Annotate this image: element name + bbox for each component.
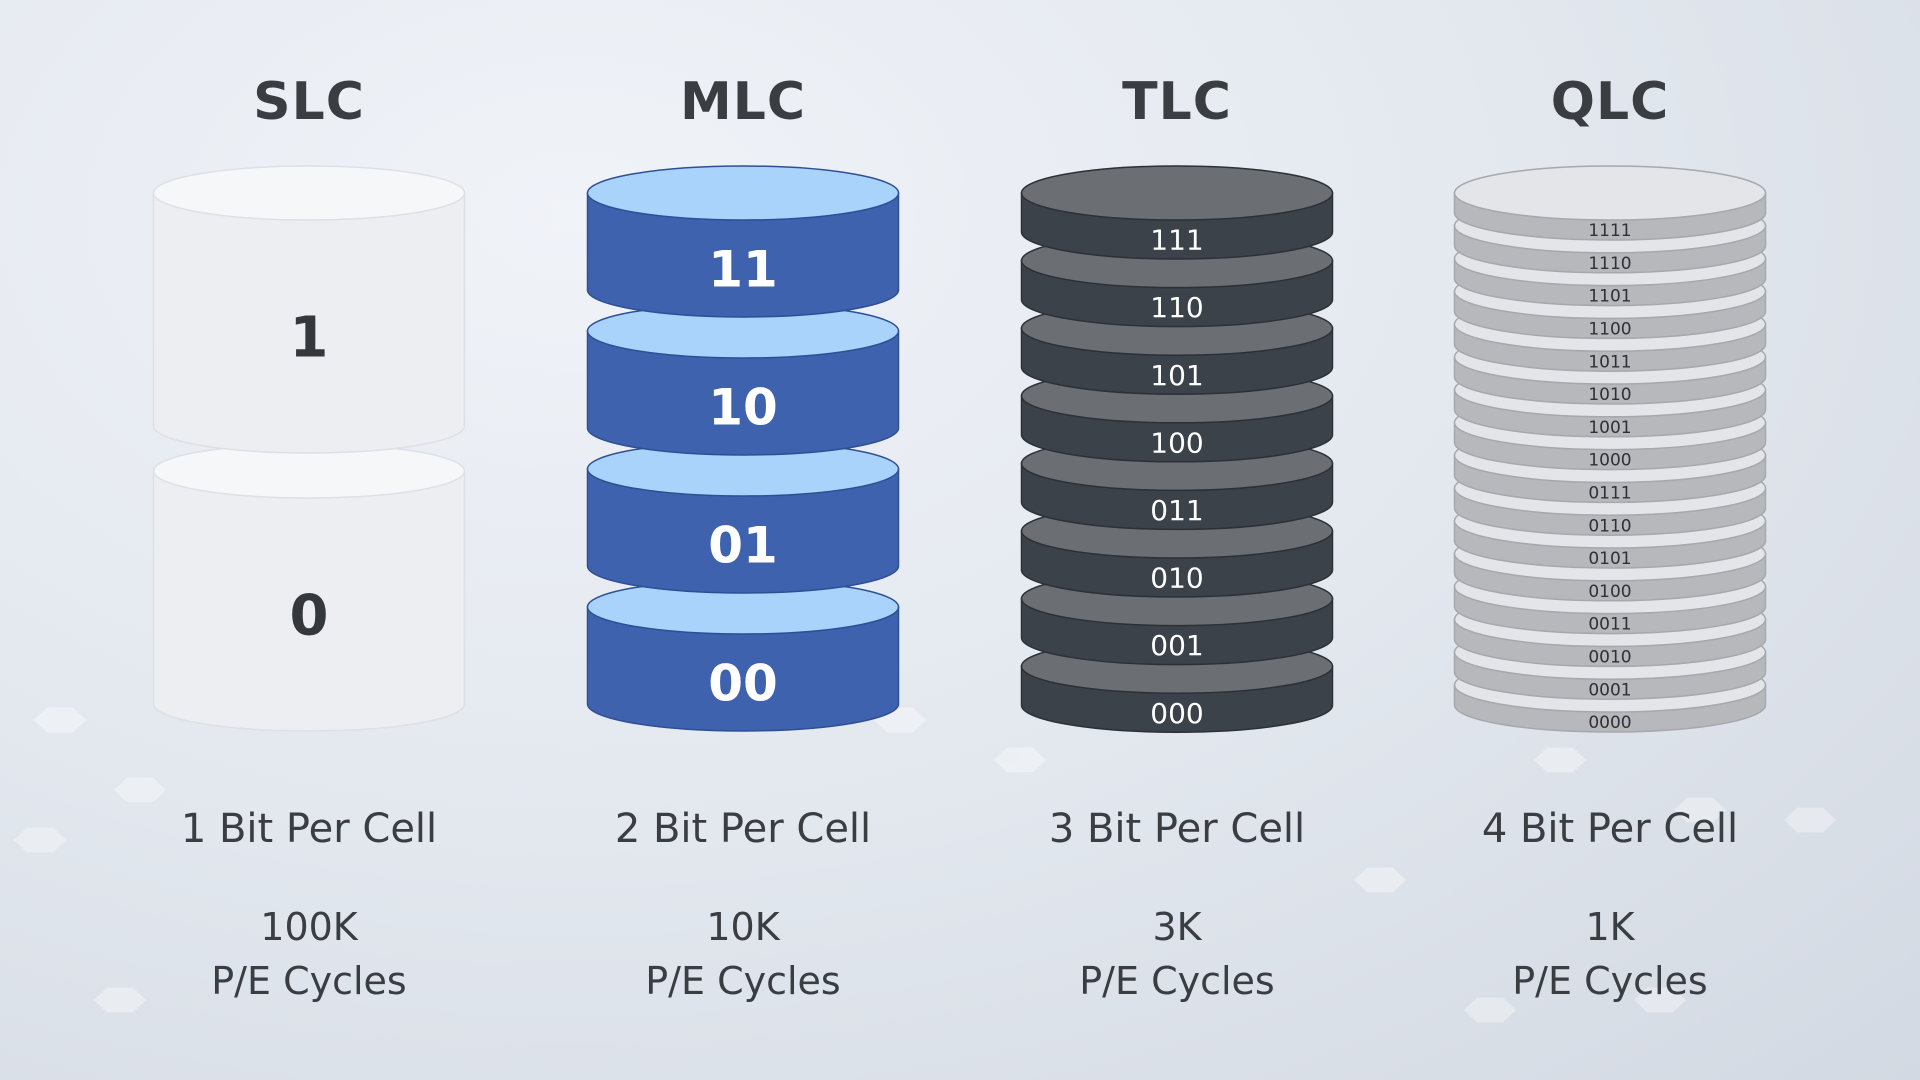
hexagon-decoration xyxy=(34,707,86,733)
cell-type-title: QLC xyxy=(1400,72,1820,132)
disk-layer: 11 xyxy=(586,165,900,318)
bits-per-cell-text: 1 Bit Per Cell xyxy=(180,806,438,852)
disk-side xyxy=(152,470,466,732)
bit-value-label: 1101 xyxy=(1588,287,1631,307)
bit-value-label: 0111 xyxy=(1588,484,1631,504)
disk-side xyxy=(586,468,900,594)
hexagon-decoration xyxy=(1354,867,1406,893)
bit-value-label: 1010 xyxy=(1588,385,1631,405)
bit-value-label: 0010 xyxy=(1588,648,1631,668)
hexagon-decoration xyxy=(1674,797,1726,823)
stack-tlc: 000 001 010 011 100 101 110 111 xyxy=(1020,165,1334,733)
disk-layer: 00 xyxy=(586,579,900,732)
bit-value-label: 01 xyxy=(708,517,778,575)
disk-top xyxy=(586,165,900,221)
cell-type-title: TLC xyxy=(967,72,1387,132)
hexagon-decoration xyxy=(94,987,146,1013)
disk-side xyxy=(586,330,900,456)
title-text: SLC xyxy=(253,72,365,132)
bit-value-label: 0100 xyxy=(1588,582,1631,602)
title-text: QLC xyxy=(1550,72,1670,132)
title-text: TLC xyxy=(1122,72,1232,132)
background-hexagon-pattern xyxy=(14,707,1836,1023)
disk-layer: 111 xyxy=(1020,165,1334,260)
cycles-value: 10K xyxy=(706,905,780,949)
disk-top xyxy=(152,165,466,221)
stack-qlc: 0000 0001 0010 0011 0100 0101 0110 0111 1000 1001… xyxy=(1453,165,1767,733)
hexagon-decoration xyxy=(114,777,166,803)
bit-value-label: 010 xyxy=(1150,562,1203,595)
bits-per-cell-label: 1 Bit Per Cell xyxy=(99,806,519,852)
title-text: MLC xyxy=(679,72,807,132)
cycles-unit: P/E Cycles xyxy=(1079,959,1275,1003)
bit-value-label: 1000 xyxy=(1588,451,1631,471)
bit-value-label: 10 xyxy=(708,379,778,437)
disk-side xyxy=(586,606,900,732)
bit-value-label: 0 xyxy=(290,584,329,649)
bit-value-label: 11 xyxy=(708,241,778,299)
disk-layer: 1111 xyxy=(1453,165,1767,241)
cycles-value: 1K xyxy=(1585,905,1635,949)
hexagon-decoration xyxy=(1634,987,1686,1013)
bit-value-label: 0011 xyxy=(1588,615,1631,635)
bit-value-label: 1100 xyxy=(1588,320,1631,340)
hexagon-decoration xyxy=(1464,997,1516,1023)
bit-value-label: 0110 xyxy=(1588,516,1631,536)
bits-per-cell-text: 3 Bit Per Cell xyxy=(1048,806,1306,852)
cell-type-title: MLC xyxy=(533,72,953,132)
disk-side xyxy=(586,192,900,318)
bits-per-cell-text: 4 Bit Per Cell xyxy=(1481,806,1739,852)
pe-cycles-label: 100K P/E Cycles xyxy=(99,900,519,1008)
bit-value-label: 0101 xyxy=(1588,549,1631,569)
bit-value-label: 110 xyxy=(1150,291,1203,324)
cell-type-title: SLC xyxy=(99,72,519,132)
pe-cycles-label: 10K P/E Cycles xyxy=(533,900,953,1008)
hexagon-decoration xyxy=(994,747,1046,773)
bit-value-label: 1 xyxy=(290,306,329,371)
bit-value-label: 1110 xyxy=(1588,254,1631,274)
hexagon-decoration xyxy=(1534,747,1586,773)
bit-value-label: 1001 xyxy=(1588,418,1631,438)
hexagon-decoration xyxy=(14,827,66,853)
bits-per-cell-label: 3 Bit Per Cell xyxy=(967,806,1387,852)
bit-value-label: 001 xyxy=(1150,629,1203,662)
disk-top xyxy=(1453,165,1767,221)
bits-per-cell-text: 2 Bit Per Cell xyxy=(614,806,872,852)
bits-per-cell-label: 4 Bit Per Cell xyxy=(1400,806,1820,852)
cycles-unit: P/E Cycles xyxy=(211,959,407,1003)
bit-value-label: 101 xyxy=(1150,359,1203,392)
bit-value-label: 00 xyxy=(708,655,778,713)
bit-value-label: 111 xyxy=(1150,224,1203,257)
stack-slc: 01 xyxy=(152,165,466,732)
disk-layer: 1 xyxy=(152,165,466,454)
cycles-value: 3K xyxy=(1152,905,1202,949)
bit-value-label: 0001 xyxy=(1588,680,1631,700)
disk-side xyxy=(152,192,466,454)
bit-value-label: 0000 xyxy=(1588,713,1631,733)
cycles-unit: P/E Cycles xyxy=(645,959,841,1003)
hexagon-decoration xyxy=(1784,807,1836,833)
bits-per-cell-label: 2 Bit Per Cell xyxy=(533,806,953,852)
bit-value-label: 100 xyxy=(1150,426,1203,459)
disk-layer: 10 xyxy=(586,303,900,456)
bit-value-label: 1111 xyxy=(1588,221,1631,241)
disk-layer: 0 xyxy=(152,443,466,732)
disk-layer: 01 xyxy=(586,441,900,594)
cycles-unit: P/E Cycles xyxy=(1512,959,1708,1003)
pe-cycles-label: 3K P/E Cycles xyxy=(967,900,1387,1008)
bit-value-label: 000 xyxy=(1150,697,1203,730)
bit-value-label: 1011 xyxy=(1588,352,1631,372)
pe-cycles-label: 1K P/E Cycles xyxy=(1400,900,1820,1008)
cycles-value: 100K xyxy=(260,905,358,949)
disk-top xyxy=(1020,165,1334,221)
bit-value-label: 011 xyxy=(1150,494,1203,527)
stack-mlc: 00 01 10 11 xyxy=(586,165,900,732)
